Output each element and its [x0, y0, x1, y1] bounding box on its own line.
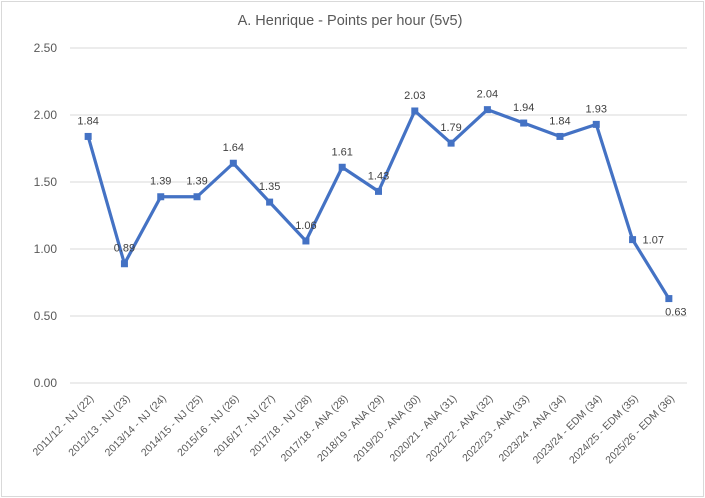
data-label: 1.61	[331, 146, 352, 158]
x-tick-label: 2025/26 - EDM (36)	[603, 393, 677, 467]
data-point-marker	[302, 237, 310, 245]
data-point-marker	[556, 132, 564, 140]
x-tick-label: 2017/18 - NJ (28)	[248, 393, 314, 459]
data-label: 1.06	[295, 220, 316, 232]
data-label: 1.94	[513, 102, 534, 114]
x-tick-label: 2013/14 - NJ (24)	[103, 393, 169, 459]
data-point-marker	[266, 198, 274, 206]
y-tick-label: 0.50	[34, 309, 58, 323]
data-label: 1.64	[223, 142, 244, 154]
data-point-marker	[375, 187, 382, 195]
data-label: 1.93	[586, 103, 607, 115]
chart-title: A. Henrique - Points per hour (5v5)	[238, 13, 463, 29]
data-point-marker	[157, 193, 165, 201]
data-point-marker	[629, 236, 637, 244]
data-label: 1.84	[77, 115, 98, 127]
data-point-marker	[592, 120, 600, 128]
x-tick-label: 2014/15 - NJ (25)	[139, 393, 205, 459]
x-tick-label: 2017/18 - ANA (28)	[279, 393, 351, 465]
y-axis-labels: 0.00 0.50 1.00 1.50 2.00 2.50	[34, 41, 58, 390]
data-label: 0.89	[114, 243, 135, 255]
data-labels: 1.84 0.89 1.39 1.39 1.64 1.35 1.06 1.61 1.43 2.03…	[77, 89, 686, 319]
data-point-marker	[411, 107, 419, 115]
data-point-marker	[193, 193, 201, 201]
x-tick-label: 2011/12 - NJ (22)	[31, 393, 97, 459]
gridlines	[70, 47, 687, 384]
x-tick-label: 2016/17 - NJ (27)	[211, 393, 277, 459]
data-label: 2.03	[404, 90, 425, 102]
x-tick-label: 2019/20 - ANA (30)	[351, 393, 423, 465]
x-tick-label: 2023/24 - ANA (34)	[496, 393, 568, 465]
data-point-marker	[520, 119, 528, 127]
series	[84, 106, 673, 303]
x-axis-labels: 2011/12 - NJ (22)2012/13 - NJ (23)2013/1…	[31, 393, 677, 467]
x-tick-label: 2018/19 - ANA (29)	[315, 393, 387, 465]
data-label: 2.04	[477, 89, 498, 101]
x-tick-label: 2024/25 - EDM (35)	[567, 393, 641, 467]
y-tick-label: 1.50	[34, 175, 58, 189]
data-point-marker	[229, 159, 237, 167]
x-tick-label: 2012/13 - NJ (23)	[66, 393, 132, 459]
data-point-marker	[447, 139, 455, 147]
data-label: 1.39	[186, 176, 207, 188]
x-tick-label: 2022/23 - ANA (33)	[460, 393, 532, 465]
data-point-marker	[120, 260, 128, 268]
x-tick-label: 2015/16 - NJ (26)	[175, 393, 241, 459]
data-label: 1.43	[368, 170, 389, 182]
data-label: 1.07	[643, 235, 664, 247]
data-label: 1.35	[259, 181, 280, 193]
data-point-marker	[483, 106, 491, 114]
data-point-marker	[338, 163, 346, 171]
y-tick-label: 2.00	[34, 108, 58, 122]
y-tick-label: 2.50	[34, 41, 58, 55]
data-point-marker	[84, 132, 92, 140]
data-point-marker	[665, 295, 673, 303]
data-label: 1.79	[440, 122, 461, 134]
x-tick-label: 2023/24 - EDM (34)	[531, 393, 605, 467]
x-tick-label: 2021/22 - ANA (32)	[424, 393, 496, 465]
data-label: 0.63	[665, 307, 686, 319]
x-tick-label: 2020/21 - ANA (31)	[388, 393, 460, 465]
series-line	[86, 108, 671, 301]
y-tick-label: 1.00	[34, 242, 58, 256]
data-label: 1.39	[150, 176, 171, 188]
y-tick-label: 0.00	[34, 376, 58, 390]
data-label: 1.84	[549, 115, 570, 127]
